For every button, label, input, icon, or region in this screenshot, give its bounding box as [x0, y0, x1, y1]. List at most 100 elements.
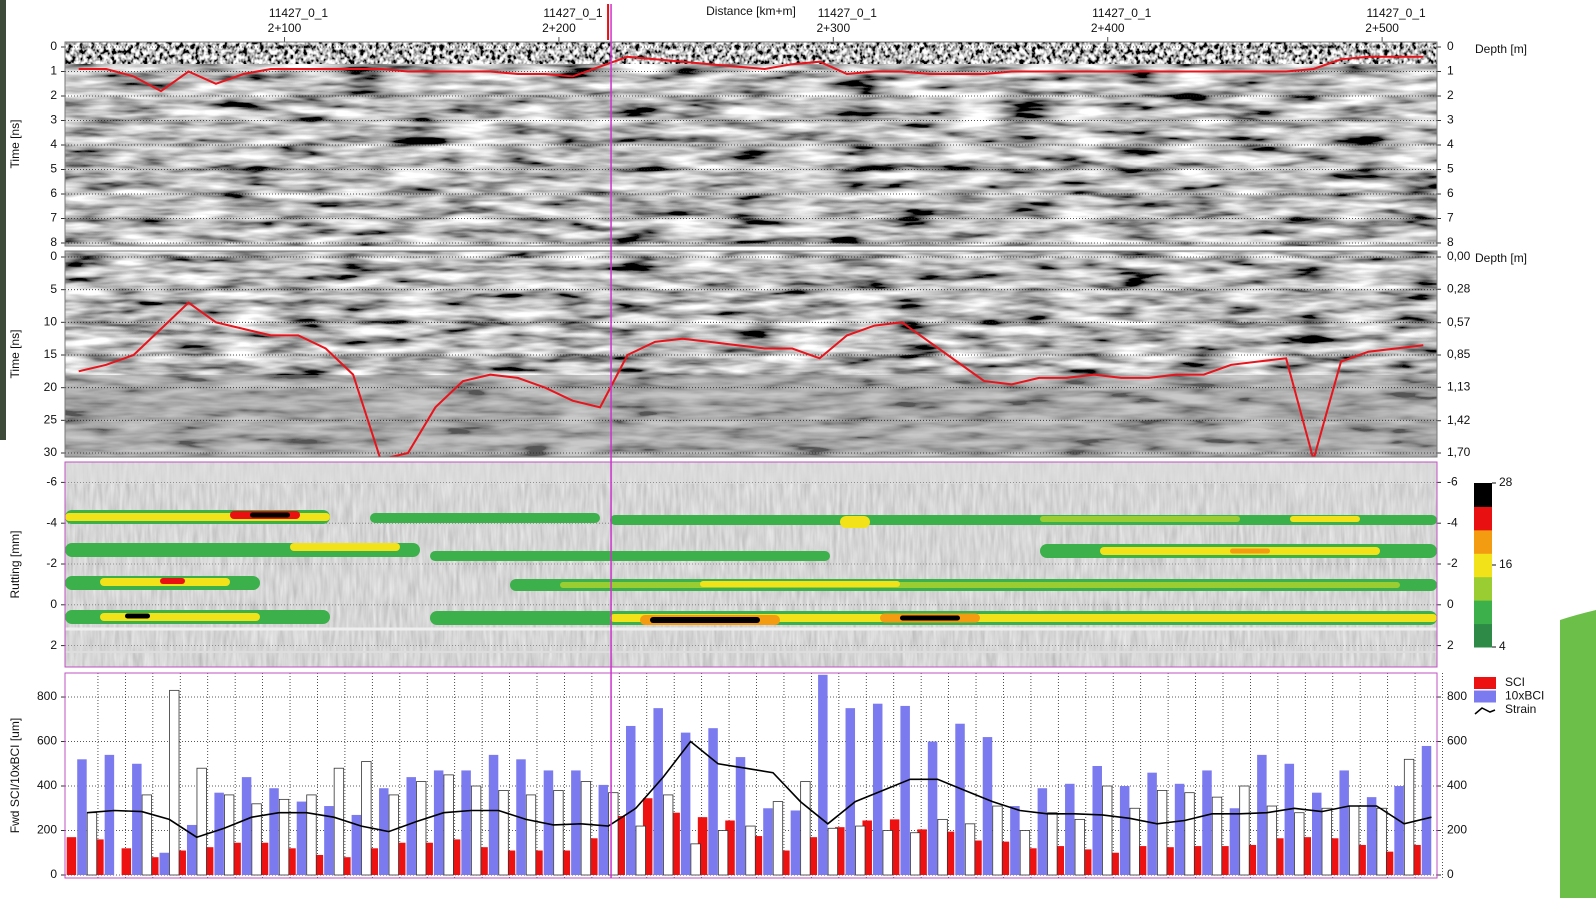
- bar: [395, 842, 406, 875]
- bar: [1284, 763, 1295, 875]
- bar: [1321, 807, 1332, 876]
- rut-band: [250, 512, 290, 518]
- y-tick-label: -4: [46, 515, 57, 529]
- y-tick-label: 15: [44, 347, 58, 361]
- bar: [1054, 846, 1065, 875]
- bar: [313, 854, 324, 875]
- y-tick-label: 1: [50, 64, 57, 78]
- y2-tick-label: 1: [1447, 64, 1454, 78]
- bar: [1339, 770, 1349, 875]
- y-tick-label: 800: [37, 689, 57, 703]
- y-tick-label: 2: [50, 638, 57, 652]
- interface-line: [78, 301, 1424, 457]
- y2-axis-title: Depth [m]: [1475, 42, 1527, 56]
- y2-tick-label: 7: [1447, 211, 1454, 225]
- interface-line: [78, 55, 1424, 93]
- bar: [1411, 844, 1421, 875]
- y2-tick-label: 6: [1447, 186, 1454, 200]
- bar: [351, 814, 362, 875]
- bar: [872, 703, 883, 875]
- rut-band: [650, 617, 760, 623]
- panel: 0 200 400 600 800 0 200 400 600 800 Fwd SCI/10xBCI…: [8, 672, 1544, 881]
- y-axis-title: Fwd SCI/10xBCI [um]: [8, 718, 22, 833]
- bar: [286, 848, 296, 875]
- bar: [258, 842, 269, 875]
- x-tick-label: 2+500: [1365, 21, 1399, 35]
- colorbar-tick-label: 28: [1499, 475, 1513, 489]
- bar: [251, 803, 262, 876]
- rut-band: [290, 543, 400, 551]
- y-tick-label: -2: [46, 556, 57, 570]
- bar: [1421, 745, 1432, 875]
- y-tick-label: 0: [50, 39, 57, 53]
- bar: [663, 794, 674, 876]
- bar: [944, 831, 955, 875]
- bar: [214, 792, 224, 875]
- bar: [450, 839, 461, 875]
- bar: [818, 674, 828, 875]
- section-label: 11427_0_1: [1092, 6, 1152, 20]
- bar: [772, 801, 784, 876]
- bar: [889, 819, 900, 875]
- y2-tick-label: -2: [1447, 556, 1458, 570]
- bar: [416, 781, 427, 876]
- y2-tick-label: 1,42: [1447, 413, 1471, 427]
- bar: [341, 857, 351, 875]
- bar: [1129, 807, 1140, 876]
- bar: [368, 848, 379, 875]
- bar: [1356, 844, 1366, 875]
- y-tick-label: 10: [44, 315, 58, 329]
- bar: [1376, 807, 1387, 876]
- bar: [1156, 790, 1168, 876]
- bar: [972, 840, 982, 875]
- bar: [780, 850, 790, 875]
- bar: [1301, 837, 1312, 875]
- bar: [670, 812, 680, 875]
- bar: [1074, 818, 1085, 876]
- y-tick-label: 5: [50, 162, 57, 176]
- bar: [498, 790, 509, 876]
- y-tick-label: 400: [37, 778, 57, 792]
- bar: [1366, 797, 1377, 875]
- colorbar-tick-label: 4: [1499, 639, 1506, 653]
- bar: [333, 767, 345, 876]
- radargram: [65, 42, 1437, 246]
- window-edge: [0, 0, 6, 440]
- bar: [169, 689, 180, 876]
- bar: [533, 850, 543, 875]
- bar: [121, 848, 132, 875]
- bar: [196, 767, 207, 876]
- bar: [241, 777, 252, 875]
- bar: [543, 770, 554, 875]
- y2-tick-label: 0,00: [1447, 249, 1471, 263]
- y-tick-label: 200: [37, 823, 57, 837]
- bar: [470, 785, 482, 876]
- y2-tick-label: 800: [1447, 689, 1467, 703]
- bar: [725, 820, 735, 875]
- bar: [505, 850, 516, 875]
- y2-tick-label: -6: [1447, 475, 1458, 489]
- y2-tick-label: 3: [1447, 113, 1454, 127]
- bar: [1202, 770, 1212, 875]
- bar: [910, 832, 921, 876]
- bar: [104, 754, 115, 875]
- bar: [845, 708, 856, 875]
- bar: [86, 812, 98, 876]
- distance-axis-title: Distance [km+m]: [706, 4, 796, 18]
- legend-swatch: [1474, 677, 1496, 689]
- y-tick-label: 5: [50, 282, 57, 296]
- bar: [149, 857, 159, 875]
- y-axis-title: Time [ns]: [8, 330, 22, 379]
- bar: [443, 774, 454, 876]
- bar: [278, 798, 290, 876]
- bar: [642, 798, 653, 875]
- bar: [1174, 783, 1185, 875]
- cursor-marker: [607, 4, 610, 40]
- bar: [964, 823, 976, 876]
- y2-tick-label: 0,57: [1447, 315, 1471, 329]
- y2-tick-label: 0: [1447, 867, 1454, 881]
- bar: [955, 723, 965, 875]
- bar: [1027, 848, 1037, 875]
